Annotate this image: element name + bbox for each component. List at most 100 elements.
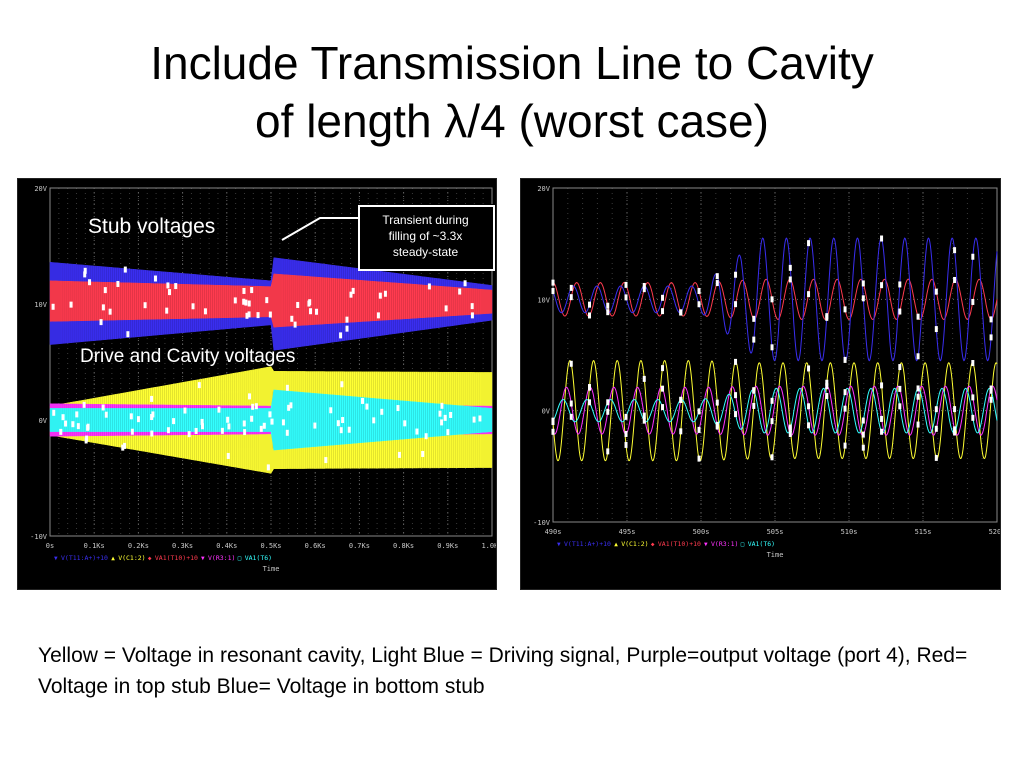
left-legend-label: V(T11:A+)+10 <box>61 554 108 562</box>
right-x-tick-label: 515s <box>915 528 932 536</box>
right-marker <box>770 296 774 303</box>
right-y-tick-label: 10V <box>537 296 550 304</box>
left-marker <box>378 292 382 299</box>
left-marker <box>167 289 171 296</box>
right-marker <box>898 281 902 288</box>
right-marker <box>953 426 957 433</box>
left-marker <box>345 316 349 323</box>
left-marker <box>203 308 207 315</box>
left-marker <box>52 409 56 416</box>
left-marker <box>424 433 428 440</box>
left-marker <box>397 451 401 458</box>
left-marker <box>365 403 369 410</box>
left-marker <box>150 430 154 437</box>
right-marker <box>661 385 665 392</box>
left-marker <box>470 312 474 319</box>
transient-callout: Transient during filling of ~3.3x steady… <box>358 204 493 270</box>
right-marker <box>642 417 646 424</box>
right-marker <box>770 454 774 461</box>
right-marker <box>898 403 902 410</box>
right-marker <box>734 358 738 365</box>
right-marker <box>898 385 902 392</box>
right-marker <box>825 379 829 386</box>
left-marker <box>247 311 251 318</box>
left-marker <box>226 452 230 459</box>
left-marker <box>75 411 79 418</box>
caption-text: Yellow = Voltage in resonant cavity, Lig… <box>38 644 968 698</box>
left-marker <box>265 297 269 304</box>
right-marker <box>697 301 701 308</box>
left-marker <box>166 282 170 289</box>
left-marker <box>165 307 169 314</box>
right-marker <box>642 412 646 419</box>
left-x-axis-label: Time <box>263 565 280 573</box>
left-legend-label: V(C1:2) <box>118 554 145 562</box>
left-x-tick-label: 0.1Ks <box>84 542 105 550</box>
left-x-tick-label: 0.8Ks <box>393 542 414 550</box>
title-line-2: of length λ/4 (worst case) <box>255 95 769 147</box>
right-marker <box>770 344 774 351</box>
left-marker <box>194 427 198 434</box>
left-marker <box>51 303 55 310</box>
right-marker <box>679 396 683 403</box>
left-marker <box>200 418 204 425</box>
right-marker <box>752 402 756 409</box>
left-marker <box>315 308 319 315</box>
callout-line-1: Transient during <box>382 213 469 227</box>
left-marker <box>266 464 270 471</box>
right-marker <box>989 387 993 394</box>
right-series-red <box>552 278 998 320</box>
left-legend-label: VA1(T6) <box>245 554 272 562</box>
left-marker <box>324 457 328 464</box>
right-marker <box>679 309 683 316</box>
left-y-tick-label: -10V <box>30 533 48 541</box>
left-marker <box>339 427 343 434</box>
left-marker <box>446 429 450 436</box>
right-marker <box>843 306 847 313</box>
left-marker <box>243 429 247 436</box>
left-marker <box>463 280 467 287</box>
right-marker <box>569 360 573 367</box>
left-marker <box>309 308 313 315</box>
left-marker <box>380 408 384 415</box>
right-legend-label: V(R3:1) <box>711 540 738 548</box>
title-line-1: Include Transmission Line to Cavity <box>150 37 874 89</box>
right-marker <box>898 364 902 371</box>
right-series-blue <box>552 237 998 362</box>
left-marker <box>150 395 154 402</box>
left-marker <box>220 427 224 434</box>
left-x-tick-label: 0.2Ks <box>128 542 149 550</box>
left-marker <box>248 393 252 400</box>
left-x-tick-label: 1.0Ks <box>481 542 496 550</box>
right-marker <box>989 316 993 323</box>
left-x-tick-label: 0.7Ks <box>349 542 370 550</box>
right-marker <box>606 302 610 309</box>
right-legend-marker: □ <box>741 541 745 548</box>
right-series-yellow <box>552 359 998 462</box>
left-marker <box>285 429 289 436</box>
left-marker <box>268 311 272 318</box>
right-legend-label: V(T11:A+)+10 <box>564 540 611 548</box>
right-marker <box>734 271 738 278</box>
right-marker <box>606 309 610 316</box>
right-marker <box>697 408 701 415</box>
right-marker <box>569 284 573 291</box>
left-x-tick-label: 0.4Ks <box>216 542 237 550</box>
right-marker <box>807 422 811 429</box>
right-marker <box>934 454 938 461</box>
right-marker <box>715 273 719 280</box>
left-marker <box>341 417 345 424</box>
left-marker <box>376 312 380 319</box>
right-legend-marker: ▼ <box>704 541 708 548</box>
left-marker <box>440 402 444 409</box>
right-marker <box>825 313 829 320</box>
right-marker <box>916 421 920 428</box>
right-marker <box>588 312 592 319</box>
left-marker <box>345 325 349 332</box>
right-marker <box>588 384 592 391</box>
left-marker <box>83 271 87 278</box>
left-marker <box>444 305 448 312</box>
left-marker <box>104 411 108 418</box>
right-marker <box>642 282 646 289</box>
right-marker <box>916 393 920 400</box>
